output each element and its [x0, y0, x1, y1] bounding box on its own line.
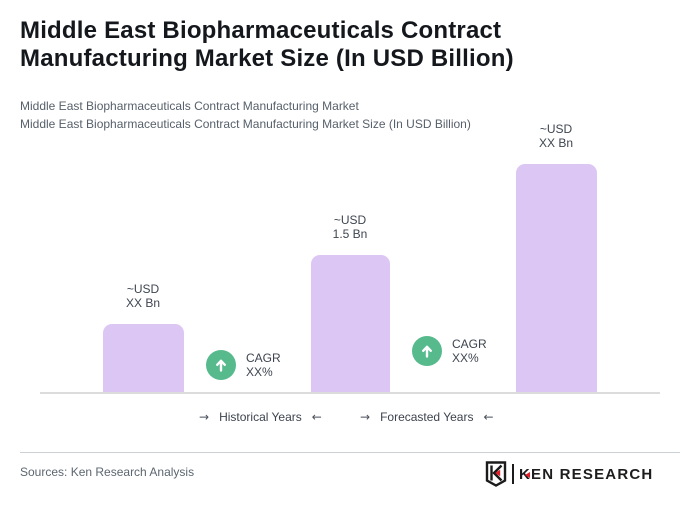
x-axis-line: [40, 392, 660, 394]
bar1-value-line1: ~USD: [126, 282, 160, 296]
cagr2-line1: CAGR: [452, 337, 487, 351]
ken-research-emblem-icon: [485, 461, 507, 487]
logo-text-rest: EN RESEARCH: [531, 465, 654, 483]
bar2-value-line2: 1.5 Bn: [332, 227, 368, 241]
bar-forecast: [516, 164, 597, 392]
logo-text-k: K: [519, 465, 532, 483]
cagr2-line2: XX%: [452, 351, 479, 365]
chart-subtitle: Middle East Biopharmaceuticals Contract …: [20, 97, 680, 133]
cagr1-line1: CAGR: [246, 351, 281, 365]
left-arrow-icon: ←: [483, 410, 494, 424]
bar-current: [311, 255, 390, 392]
left-arrow-icon: ←: [311, 410, 322, 424]
page-title: Middle East Biopharmaceuticals Contract …: [20, 17, 680, 73]
bar3-value-line2: XX Bn: [538, 136, 574, 150]
cagr1-line2: XX%: [246, 365, 273, 379]
chart-subtitle-line1: Middle East Biopharmaceuticals Contract …: [20, 99, 359, 113]
ken-research-logo: K EN RESEARCH: [485, 461, 653, 487]
axis-group-historical: → Historical Years ←: [199, 410, 322, 424]
logo-divider: [512, 464, 514, 484]
right-arrow-icon: →: [199, 410, 210, 424]
bar-value-label: ~USD XX Bn: [496, 122, 616, 150]
right-arrow-icon: →: [360, 410, 371, 424]
chart-subtitle-line2: Middle East Biopharmaceuticals Contract …: [20, 117, 471, 131]
up-arrow-icon: [422, 345, 432, 358]
bar-value-label: ~USD 1.5 Bn: [290, 213, 410, 241]
bar2-value-line1: ~USD: [333, 213, 367, 227]
axis-group-forecasted: → Forecasted Years ←: [360, 410, 494, 424]
cagr-label-1: CAGR XX%: [246, 351, 281, 379]
footer-divider: [20, 452, 680, 453]
axis-label-forecasted: Forecasted Years: [380, 410, 474, 424]
bar-historical: [103, 324, 184, 392]
cagr-label-2: CAGR XX%: [452, 337, 487, 365]
bar-value-label: ~USD XX Bn: [83, 282, 203, 310]
page-title-line2: Manufacturing Market Size (In USD Billio…: [20, 45, 514, 72]
up-arrow-icon: [216, 359, 226, 372]
bar3-value-line1: ~USD: [539, 122, 573, 136]
sources-text: Sources: Ken Research Analysis: [20, 465, 195, 479]
cagr-badge-2: [412, 336, 442, 366]
axis-label-historical: Historical Years: [219, 410, 302, 424]
logo-k-accent-icon: [525, 471, 531, 478]
cagr-badge-1: [206, 350, 236, 380]
bar1-value-line2: XX Bn: [125, 296, 161, 310]
logo-text: K EN RESEARCH: [519, 466, 653, 483]
page-title-line1: Middle East Biopharmaceuticals Contract: [20, 17, 502, 44]
